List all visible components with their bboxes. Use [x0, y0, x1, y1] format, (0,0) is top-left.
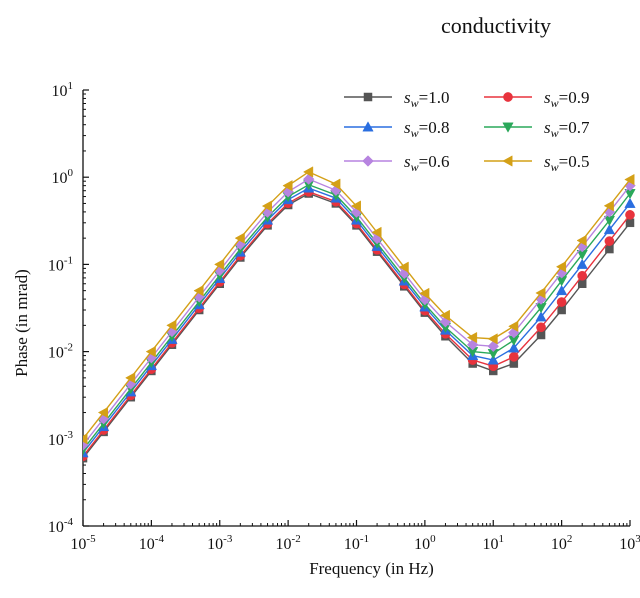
x-tick-label: 102 [551, 533, 573, 553]
data-point [556, 297, 567, 307]
legend-marker [363, 92, 373, 102]
legend-item: sw=0.8 [344, 118, 449, 140]
data-point [83, 433, 88, 445]
data-point [536, 322, 546, 333]
series-sw-0-5 [83, 166, 635, 445]
legend-item: sw=0.7 [484, 118, 590, 140]
x-tick-label: 100 [414, 533, 436, 553]
legend-item: sw=0.9 [484, 88, 589, 110]
x-tick-label: 10-5 [70, 533, 96, 553]
data-point [466, 331, 478, 344]
data-point [487, 333, 498, 345]
legend-marker [503, 92, 513, 102]
data-point [605, 244, 614, 254]
ticks: 10-5 10-4 10-3 10-2 10-1 100 101 102 10310-410-3… [48, 80, 640, 553]
data-point [487, 340, 500, 353]
series-sw-0-7 [83, 180, 636, 456]
data-point [487, 354, 499, 365]
data-point [371, 226, 382, 238]
legend-label: sw=0.6 [404, 152, 449, 174]
legend-label: sw=0.5 [544, 152, 589, 174]
x-tick-label: 103 [619, 533, 640, 553]
data-point [419, 287, 430, 300]
legend-marker [362, 155, 374, 167]
y-tick-label: 10-1 [48, 254, 73, 274]
legend-label: sw=0.8 [404, 118, 449, 140]
legend-label: sw=0.9 [544, 88, 589, 110]
legend-item: sw=1.0 [344, 88, 449, 110]
y-tick-label: 10-4 [48, 516, 74, 536]
x-tick-label: 10-4 [139, 533, 165, 553]
data-point [261, 200, 272, 212]
data-point [145, 345, 156, 358]
data-point [398, 261, 409, 273]
data-point [625, 210, 635, 220]
x-tick-label: 10-1 [344, 533, 369, 553]
page-top-text: conductivity [441, 13, 551, 38]
data-point [603, 200, 614, 212]
data-point [603, 223, 616, 235]
data-point [97, 406, 109, 419]
x-axis-label: Frequency (in Hz) [309, 559, 434, 578]
series-line [83, 192, 631, 459]
data-point [576, 258, 588, 269]
legend-marker [502, 155, 513, 167]
data-point [576, 234, 587, 247]
data-point [604, 236, 615, 246]
legend-label: sw=0.7 [544, 118, 590, 140]
data-point [508, 320, 519, 332]
data-point [625, 218, 635, 228]
series-sw-0-6 [83, 173, 636, 451]
series-sw-0-9 [83, 186, 635, 462]
series-sw-0-8 [83, 182, 636, 458]
y-axis-label: Phase (in mrad) [12, 269, 31, 377]
legend-marker [362, 121, 374, 132]
data-point [577, 270, 588, 281]
data-point [508, 342, 520, 353]
y-tick-label: 10-2 [48, 342, 73, 362]
data-point [330, 178, 341, 190]
data-point [557, 305, 566, 315]
data-point [282, 180, 293, 192]
data-point [508, 352, 519, 362]
series-sw-1-0 [83, 189, 635, 463]
legend-item: sw=0.5 [484, 152, 589, 174]
y-tick-label: 100 [52, 167, 74, 187]
data-point [302, 166, 314, 178]
data-point [624, 197, 636, 208]
data-point [624, 173, 635, 186]
data-point [439, 309, 450, 322]
data-point [577, 279, 587, 288]
data-point [556, 284, 568, 296]
data-point [234, 232, 245, 244]
legend: sw=1.0 sw=0.9 sw=0.8 sw=0.7 sw=0.6 sw=0.5 [344, 88, 590, 174]
x-tick-label: 101 [483, 533, 505, 553]
series [83, 166, 636, 463]
legend-item: sw=0.6 [344, 152, 449, 174]
data-point [555, 261, 567, 273]
y-tick-label: 10-3 [48, 429, 74, 449]
data-point [125, 372, 136, 384]
legend-label: sw=1.0 [404, 88, 449, 110]
data-point [536, 330, 546, 340]
x-tick-label: 10-2 [276, 533, 301, 553]
x-tick-label: 10-3 [207, 533, 233, 553]
data-point [193, 285, 204, 297]
data-point [535, 287, 546, 299]
data-point [166, 319, 177, 331]
series-line [83, 191, 631, 457]
data-point [350, 200, 361, 212]
legend-marker [502, 122, 514, 133]
data-point [214, 258, 225, 271]
data-point [535, 311, 547, 322]
y-tick-label: 101 [52, 80, 74, 100]
